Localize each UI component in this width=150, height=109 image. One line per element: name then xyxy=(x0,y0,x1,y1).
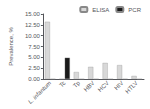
svg-text:HBV: HBV xyxy=(83,80,96,93)
svg-text:PCR: PCR xyxy=(128,7,141,13)
svg-text:L. infantum: L. infantum xyxy=(27,80,52,105)
svg-text:Prevalence, %: Prevalence, % xyxy=(8,26,14,65)
svg-text:0.00: 0.00 xyxy=(28,76,40,82)
svg-text:7.50: 7.50 xyxy=(28,44,40,50)
svg-text:HTLV: HTLV xyxy=(124,80,139,95)
svg-text:12.50: 12.50 xyxy=(25,22,41,28)
svg-text:10.00: 10.00 xyxy=(25,33,41,39)
svg-text:Tp: Tp xyxy=(72,79,82,89)
svg-text:HCV: HCV xyxy=(97,80,110,93)
svg-text:HIV: HIV xyxy=(113,80,124,91)
svg-text:Tc: Tc xyxy=(58,80,66,88)
svg-text:2.50: 2.50 xyxy=(28,65,40,71)
svg-text:5.00: 5.00 xyxy=(28,54,40,60)
svg-text:ELISA: ELISA xyxy=(92,7,109,13)
svg-text:15.00: 15.00 xyxy=(25,11,41,17)
